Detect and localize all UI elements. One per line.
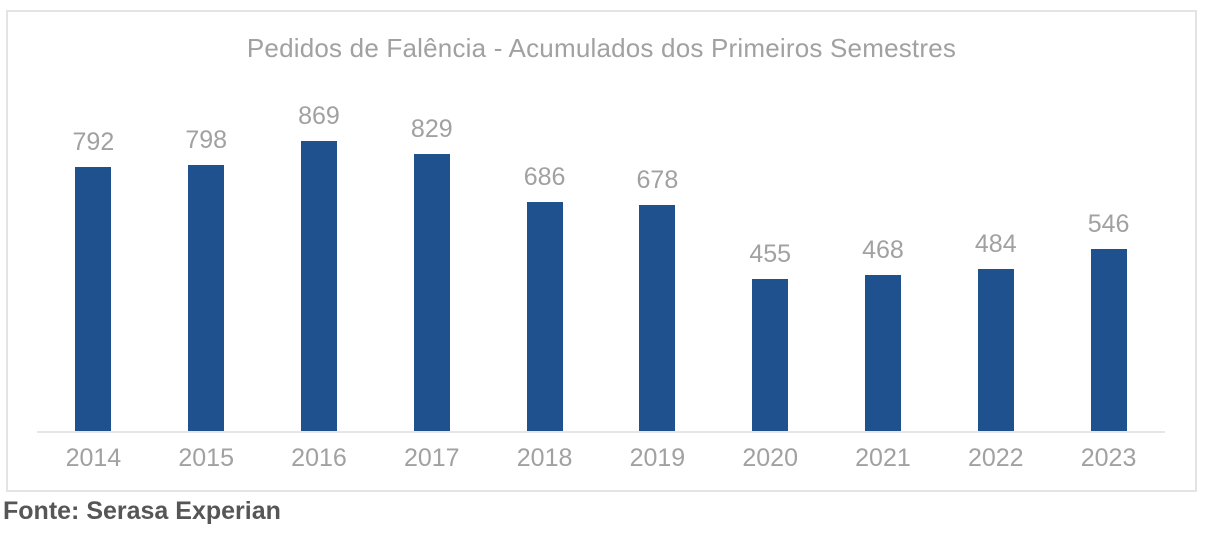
- x-axis-tick-label: 2019: [629, 444, 686, 472]
- bar-value-label: 678: [636, 166, 679, 194]
- bar-value-label: 792: [72, 128, 115, 156]
- bar: [639, 205, 676, 431]
- bar-column: 829: [375, 100, 488, 431]
- bar-column: 484: [939, 100, 1052, 431]
- bar-value-label: 829: [410, 115, 453, 143]
- x-axis-tick-label: 2018: [516, 444, 573, 472]
- bar-column: 678: [601, 100, 714, 431]
- bar: [188, 165, 225, 431]
- bar: [864, 275, 901, 431]
- bar: [1090, 249, 1127, 431]
- bar-column: 869: [263, 100, 376, 431]
- bar-value-label: 484: [974, 230, 1017, 258]
- bar: [75, 167, 112, 431]
- x-axis-labels: 2014 2015 2016 2017 2018 2019 2020 2021 2022 2023: [37, 444, 1165, 473]
- x-axis-tick-label: 2014: [65, 444, 122, 472]
- x-axis-tick-label: 2022: [967, 444, 1024, 472]
- bar: [413, 154, 450, 431]
- bar-column: 686: [488, 100, 601, 431]
- bar-column: 455: [714, 100, 827, 431]
- bar: [752, 279, 789, 431]
- bar-value-label: 546: [1087, 210, 1130, 238]
- bar-column: 468: [827, 100, 940, 431]
- bar: [526, 202, 563, 431]
- x-axis-tick-label: 2015: [178, 444, 234, 472]
- bars-row: 792 798 869 829 686 678 455 468 484 546: [37, 100, 1165, 431]
- x-axis-tick-label: 2021: [855, 444, 911, 472]
- bar-value-label: 686: [523, 163, 566, 191]
- bar-value-label: 468: [862, 236, 904, 264]
- bar-value-label: 798: [185, 126, 228, 154]
- x-axis-tick-label: 2016: [291, 444, 347, 472]
- x-axis-tick-label: 2020: [742, 444, 798, 472]
- bar: [977, 269, 1014, 431]
- chart-title: Pedidos de Falência - Acumulados dos Pri…: [246, 33, 957, 63]
- bar-column: 546: [1052, 100, 1165, 431]
- bar: [300, 141, 337, 431]
- bar-value-label: 869: [298, 102, 340, 130]
- x-axis-line: [37, 431, 1165, 433]
- source-note: Fonte: Serasa Experian: [3, 497, 281, 525]
- bar-value-label: 455: [749, 240, 792, 268]
- bar-column: 792: [37, 100, 150, 431]
- x-axis-tick-label: 2023: [1080, 444, 1137, 472]
- x-axis-tick-label: 2017: [403, 444, 460, 472]
- bar-column: 798: [150, 100, 263, 431]
